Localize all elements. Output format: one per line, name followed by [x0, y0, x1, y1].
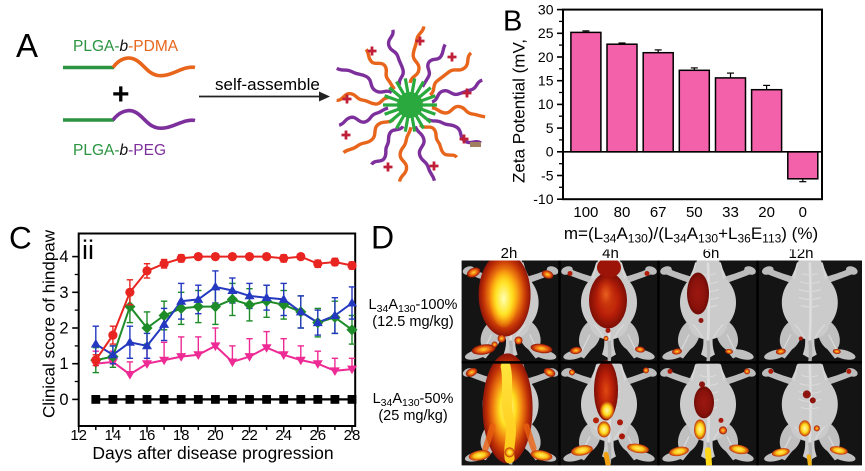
svg-text:+: + — [112, 78, 130, 111]
svg-text:(25 mg/kg): (25 mg/kg) — [378, 408, 447, 424]
svg-text:m=(L34A130)/(L34A130+L36E113): m=(L34A130)/(L34A130+L36E113) (%) — [564, 224, 818, 246]
svg-text:B: B — [503, 6, 522, 38]
svg-text:0: 0 — [546, 144, 554, 160]
svg-text:L34A130-50%: L34A130-50% — [373, 391, 454, 409]
svg-text:PLGA-b-PDMA: PLGA-b-PDMA — [73, 38, 179, 55]
svg-text:Zeta Potential (mV,: Zeta Potential (mV, — [510, 39, 529, 183]
svg-text:67: 67 — [650, 204, 667, 221]
svg-text:5: 5 — [546, 120, 554, 136]
svg-text:-10: -10 — [533, 191, 553, 207]
svg-text:0: 0 — [59, 391, 68, 409]
svg-text:25: 25 — [538, 25, 554, 41]
svg-text:2: 2 — [59, 320, 68, 338]
svg-text:18: 18 — [173, 427, 190, 444]
svg-text:10: 10 — [538, 96, 554, 112]
svg-text:PLGA-b-PEG: PLGA-b-PEG — [73, 142, 166, 159]
svg-text:Days after disease progression: Days after disease progression — [92, 443, 333, 463]
svg-text:100: 100 — [573, 204, 598, 221]
svg-text:L34A130-100%: L34A130-100% — [369, 297, 458, 315]
svg-text:3: 3 — [59, 284, 68, 302]
svg-text:14: 14 — [105, 427, 122, 444]
svg-text:24: 24 — [275, 427, 292, 444]
svg-text:28: 28 — [344, 427, 361, 444]
svg-text:20: 20 — [207, 427, 224, 444]
svg-text:33: 33 — [722, 204, 739, 221]
svg-text:self-assemble: self-assemble — [215, 75, 320, 94]
svg-text:22: 22 — [241, 427, 258, 444]
svg-text:2h: 2h — [501, 245, 518, 262]
svg-text:80: 80 — [614, 204, 631, 221]
svg-text:12: 12 — [70, 427, 87, 444]
svg-text:20: 20 — [538, 49, 554, 65]
svg-text:Clinical score of hindpaw: Clinical score of hindpaw — [40, 229, 59, 418]
svg-text:0: 0 — [799, 204, 807, 221]
svg-text:20: 20 — [758, 204, 775, 221]
svg-text:50: 50 — [686, 204, 703, 221]
svg-text:(12.5 mg/kg): (12.5 mg/kg) — [372, 314, 453, 330]
svg-text:26: 26 — [309, 427, 326, 444]
svg-text:C: C — [9, 220, 32, 256]
svg-text:D: D — [371, 220, 394, 256]
svg-text:-5: -5 — [541, 167, 554, 183]
svg-text:1: 1 — [59, 355, 68, 373]
svg-text:30: 30 — [538, 1, 554, 17]
svg-text:4: 4 — [59, 248, 68, 266]
svg-text:16: 16 — [139, 427, 156, 444]
svg-text:A: A — [16, 27, 38, 64]
svg-text:ii: ii — [82, 235, 94, 265]
svg-text:15: 15 — [538, 73, 554, 89]
